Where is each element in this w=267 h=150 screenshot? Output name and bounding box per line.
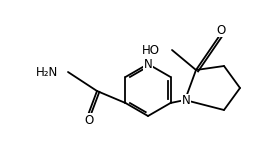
Text: H₂N: H₂N <box>36 66 58 78</box>
Text: N: N <box>144 57 152 70</box>
Text: O: O <box>216 24 226 36</box>
Text: N: N <box>182 94 190 108</box>
Text: O: O <box>84 114 94 126</box>
Text: HO: HO <box>142 44 160 57</box>
